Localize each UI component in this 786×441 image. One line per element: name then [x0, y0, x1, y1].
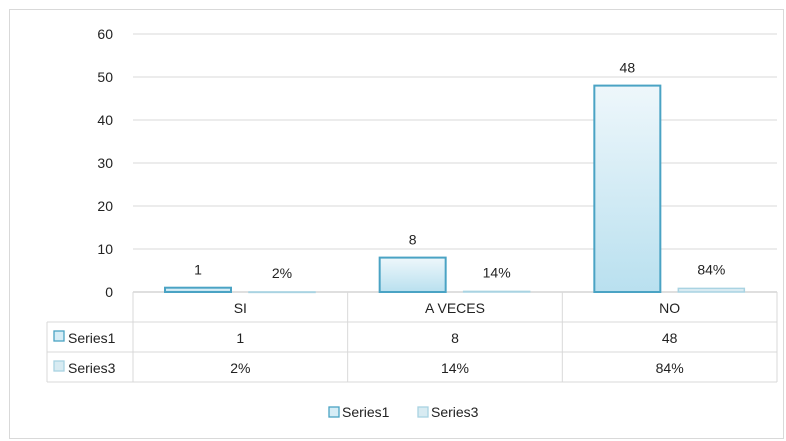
- data-label-series3: 84%: [697, 261, 725, 277]
- table-category-label: A VECES: [425, 300, 485, 316]
- data-table: SI 1 2% A VECES 8 14% NO 48 84% Series1 Series3: [46, 292, 778, 383]
- table-cell: 8: [451, 330, 459, 346]
- data-label-series3: 14%: [483, 264, 511, 280]
- data-label-series1: 48: [620, 60, 636, 76]
- y-tick-label: 20: [97, 198, 113, 214]
- table-cell: 2%: [230, 360, 250, 376]
- table-cell: 48: [662, 330, 678, 346]
- gridlines: [133, 33, 777, 293]
- legend-key-icon: [53, 330, 65, 342]
- table-row-header: Series3: [68, 360, 116, 376]
- y-tick-label: 30: [97, 155, 113, 171]
- y-tick-label: 60: [97, 26, 113, 42]
- bar-series3: [462, 290, 531, 293]
- legend-swatch-icon: [328, 406, 340, 418]
- bar-series1: [164, 286, 232, 294]
- legend: Series1 Series3: [328, 404, 479, 420]
- bar-series1: [378, 256, 447, 294]
- legend-label: Series1: [342, 404, 390, 420]
- data-labels: 1 2% 8 14% 48 84%: [194, 60, 725, 281]
- data-label-series1: 1: [194, 262, 202, 278]
- y-tick-label: 50: [97, 69, 113, 85]
- y-axis: 0 10 20 30 40 50 60: [97, 26, 113, 300]
- data-label-series3: 2%: [272, 265, 292, 281]
- bar-series1: [593, 84, 662, 293]
- table-cell: 1: [236, 330, 244, 346]
- table-category-label: SI: [234, 300, 247, 316]
- legend-key-icon: [53, 360, 65, 372]
- legend-label: Series3: [431, 404, 479, 420]
- bar-series3: [248, 291, 316, 294]
- data-label-series1: 8: [409, 232, 417, 248]
- y-tick-label: 0: [105, 284, 113, 300]
- table-cell: 14%: [441, 360, 469, 376]
- table-row-header: Series1: [68, 330, 116, 346]
- y-tick-label: 40: [97, 112, 113, 128]
- table-cell: 84%: [656, 360, 684, 376]
- bar-series3: [677, 287, 746, 293]
- legend-swatch-icon: [417, 406, 429, 418]
- table-category-label: NO: [659, 300, 680, 316]
- y-tick-label: 10: [97, 241, 113, 257]
- bars: [164, 84, 746, 294]
